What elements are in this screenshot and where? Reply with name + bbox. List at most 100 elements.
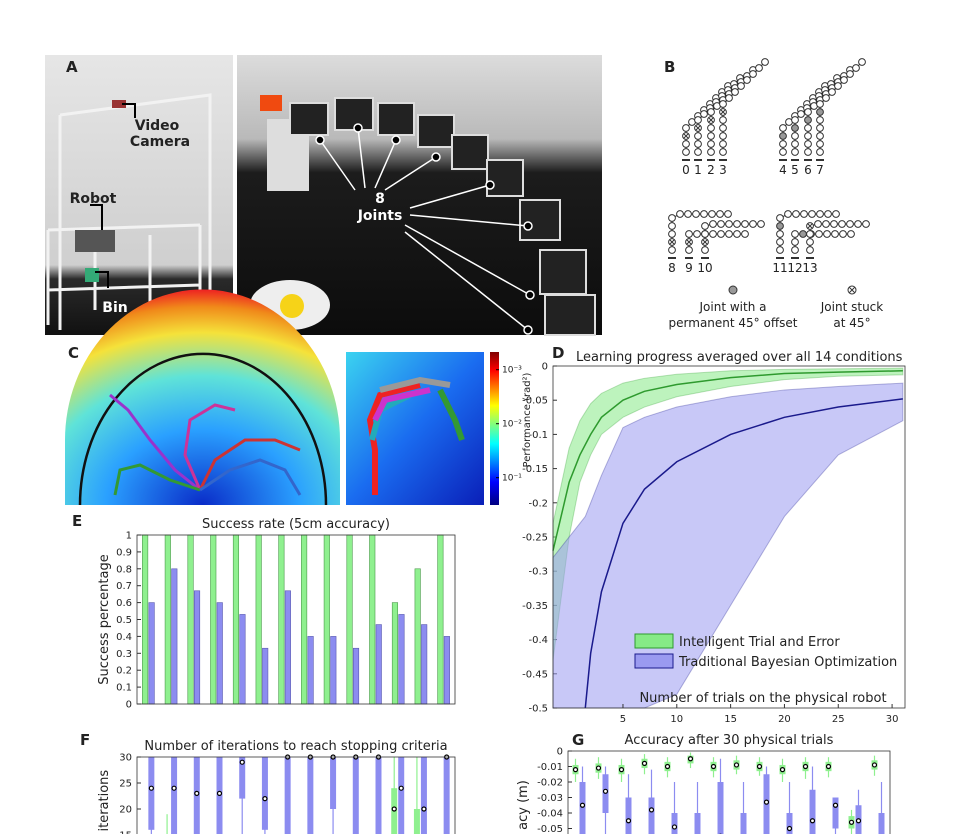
joint [701,246,709,254]
bar [142,534,149,705]
chart-title: Number of iterations to reach stopping c… [144,739,447,754]
bar [375,624,382,705]
median [572,766,579,773]
median [391,806,397,812]
joint [668,230,676,238]
joint [852,64,860,72]
joint [791,116,799,124]
box [786,813,793,834]
joint [749,220,757,228]
bar [187,534,194,705]
bar [323,534,330,705]
y-tick-label: 0.9 [116,547,132,558]
leg-label: 11 [772,261,787,275]
joint [682,148,690,156]
legend-text: at 45° [833,316,870,330]
joint [815,230,823,238]
y-tick-label: 0.8 [116,564,132,575]
box [420,757,427,834]
joint [806,230,814,238]
joint [724,210,732,218]
y-axis-label: f iterations [97,770,112,834]
leg-label: 10 [697,261,712,275]
stuck-mark [708,117,714,123]
box [148,757,155,830]
joint [779,132,787,140]
y-tick-label: -0.01 [537,762,563,773]
ball [280,294,304,318]
joint [741,230,749,238]
median [602,788,609,794]
axes-frame [136,534,456,705]
joint [668,214,676,222]
median [148,785,154,791]
bar [391,602,399,705]
joint [668,246,676,254]
joint [676,210,684,218]
joint [784,210,792,218]
y-tick-label: 0.5 [116,615,132,626]
joint [755,64,763,72]
y-tick-label: 0.3 [116,649,132,660]
median [848,819,855,825]
arm-trace [366,376,465,495]
camera [112,100,126,108]
joint [779,124,787,132]
stuck-mark [683,133,689,139]
y-tick-label: -0.5 [528,704,548,715]
leaders [90,103,136,288]
joint [779,140,787,148]
stuck-mark [807,223,813,229]
joint [716,210,724,218]
box [648,797,655,834]
joint [816,116,824,124]
box [398,757,405,834]
joint [717,230,725,238]
joint [776,214,784,222]
chart-title: Learning progress averaged over all 14 c… [576,350,903,365]
bar [307,636,314,705]
annotation: Video [135,118,180,134]
legend-label: Traditional Bayesian Optimization [678,655,897,670]
y-tick-label: 15 [119,831,132,834]
joint [682,124,690,132]
y-tick-label: -0.05 [537,824,563,834]
y-tick-label: -0.15 [522,464,548,475]
colorbar-tick-label: 10⁻¹ [502,474,522,484]
joint [700,210,708,218]
median [595,765,602,771]
joint [694,132,702,140]
bar [421,624,428,705]
robot-segments [267,97,596,336]
joint [694,148,702,156]
joint [804,132,812,140]
joint [733,220,741,228]
joint [761,58,769,66]
bar [398,614,405,705]
joint [725,220,733,228]
leg-label: 4 [779,163,787,177]
bar [148,602,155,705]
box [443,757,450,834]
joint [846,70,854,78]
x-tick-label: 20 [778,714,791,725]
joint [847,230,855,238]
joint [737,82,745,90]
leg-label: 6 [804,163,812,177]
joint [791,246,799,254]
leg-label: 2 [707,163,715,177]
joint [791,148,799,156]
median [786,825,793,832]
leg-label: 8 [668,261,676,275]
joint [838,220,846,228]
colorbar-label: Performance (rad²) [522,372,533,467]
median [625,818,632,824]
bar [301,534,308,705]
joint [694,140,702,148]
joint [804,140,812,148]
joint [824,210,832,218]
annotation: Camera [130,134,190,150]
legend-text: Joint with a [699,300,767,314]
box [579,782,586,834]
